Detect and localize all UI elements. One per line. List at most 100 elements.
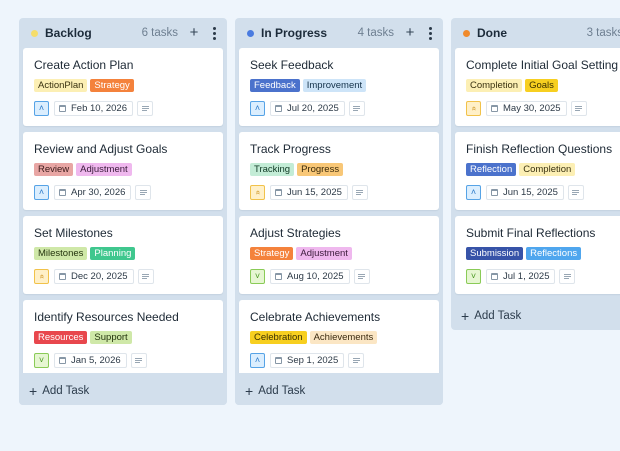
due-date-badge[interactable]: May 30, 2025 <box>486 101 567 116</box>
description-icon[interactable] <box>570 101 587 116</box>
column-title: In Progress <box>261 26 328 40</box>
column-footer <box>19 373 227 405</box>
tag-list: Strategy Adjustment <box>250 247 429 261</box>
card-list: Seek Feedback Feedback Improvement ˄ Jul 20,… <box>239 48 439 384</box>
description-icon[interactable] <box>567 185 584 200</box>
add-task-label: Add Task <box>258 385 306 397</box>
plus-icon: + <box>461 308 470 324</box>
task-card[interactable]: Seek Feedback Feedback Improvement ˄ Jul 20,… <box>239 48 439 126</box>
tag-badge: Feedback <box>250 79 300 92</box>
due-date-badge[interactable]: Jun 15, 2025 <box>486 185 564 200</box>
double-chevron-up-icon[interactable]: » <box>250 185 265 200</box>
tag-list: Resources Support <box>34 331 213 345</box>
add-task-label: Add Task <box>42 385 90 397</box>
task-meta: ˄ Apr 30, 2026 <box>34 185 213 200</box>
task-meta: ˅ Aug 10, 2025 <box>250 269 429 284</box>
due-date-text: May 30, 2025 <box>503 103 561 114</box>
tag-badge: Support <box>90 331 132 344</box>
description-icon[interactable] <box>137 101 153 116</box>
task-card[interactable]: Review and Adjust Goals Review Adjustment ˄… <box>23 132 223 210</box>
due-date-badge[interactable]: Apr 30, 2026 <box>54 185 132 200</box>
description-icon[interactable] <box>135 185 152 200</box>
calendar-icon <box>275 357 282 364</box>
card-list: Complete Initial Goal Setting Completion G… <box>455 48 620 300</box>
due-date-badge[interactable]: Feb 10, 2026 <box>54 101 133 116</box>
column-footer <box>235 373 443 405</box>
column-status-dot <box>463 29 470 37</box>
task-title: Track Progress <box>250 142 331 156</box>
column-menu-icon[interactable] <box>425 26 435 40</box>
task-meta: ˅ Jul 1, 2025 <box>466 269 620 284</box>
tag-badge: Celebration <box>250 331 307 344</box>
due-date-badge[interactable]: Dec 20, 2025 <box>54 269 134 284</box>
task-meta: ˄ Feb 10, 2026 <box>34 101 213 116</box>
tag-badge: Planning <box>90 247 136 260</box>
description-icon[interactable] <box>353 269 370 284</box>
column-status-dot <box>247 29 254 37</box>
tag-badge: Adjustment <box>296 247 352 260</box>
column-title: Done <box>477 26 507 40</box>
due-date-badge[interactable]: Jan 5, 2026 <box>54 353 127 368</box>
tag-badge: Improvement <box>302 79 367 92</box>
column-task-count: 3 tasks <box>586 27 620 39</box>
add-card-plus-icon[interactable]: + <box>189 24 199 41</box>
column-done: Done 3 tasks Complete Initial Goal Setti… <box>451 18 620 330</box>
chevron-up-icon[interactable]: ˄ <box>466 185 481 200</box>
description-icon[interactable] <box>351 185 368 200</box>
tag-badge: Goals <box>525 79 558 92</box>
chevron-up-icon[interactable]: ˄ <box>34 101 49 116</box>
task-card[interactable]: Track Progress Tracking Progress » Jun 15, 2… <box>239 132 439 210</box>
calendar-icon <box>275 105 282 112</box>
task-card[interactable]: Complete Initial Goal Setting Completion G… <box>455 48 620 126</box>
task-title: Adjust Strategies <box>250 226 341 240</box>
description-icon[interactable] <box>348 353 365 368</box>
tag-badge: Submission <box>466 247 524 260</box>
due-date-badge[interactable]: Aug 10, 2025 <box>270 269 350 284</box>
due-date-badge[interactable]: Jun 15, 2025 <box>270 185 348 200</box>
chevron-up-icon[interactable]: ˄ <box>250 353 265 368</box>
chevron-up-icon[interactable]: ˄ <box>250 101 265 116</box>
tag-badge: Strategy <box>90 79 134 92</box>
task-title: Set Milestones <box>34 226 113 240</box>
task-card[interactable]: Identify Resources Needed Resources Suppor… <box>23 300 223 378</box>
calendar-icon <box>491 105 498 112</box>
due-date-badge[interactable]: Jul 1, 2025 <box>486 269 556 284</box>
tag-badge: Completion <box>519 163 576 176</box>
add-card-plus-icon[interactable]: + <box>405 24 415 41</box>
card-list: Create Action Plan ActionPlan Strategy ˄ Feb… <box>23 48 223 384</box>
task-card[interactable]: Set Milestones Milestones Planning » Dec 20,… <box>23 216 223 294</box>
add-task-button[interactable]: + Add Task <box>29 377 89 405</box>
task-card[interactable]: Create Action Plan ActionPlan Strategy ˄ Feb… <box>23 48 223 126</box>
chevron-down-icon[interactable]: ˅ <box>34 353 49 368</box>
task-card[interactable]: Finish Reflection Questions Reflection Com… <box>455 132 620 210</box>
chevron-down-icon[interactable]: ˅ <box>250 269 265 284</box>
chevron-down-icon[interactable]: ˅ <box>466 269 481 284</box>
due-date-text: Jan 5, 2026 <box>71 355 121 366</box>
description-icon[interactable] <box>130 353 147 368</box>
task-card[interactable]: Adjust Strategies Strategy Adjustment ˅ Aug … <box>239 216 439 294</box>
description-icon[interactable] <box>559 269 576 284</box>
task-card[interactable]: Submit Final Reflections Submission Reflec… <box>455 216 620 294</box>
description-icon[interactable] <box>137 269 154 284</box>
tag-badge: Adjustment <box>76 163 132 176</box>
task-meta: » Jun 15, 2025 <box>250 185 429 200</box>
tag-list: Review Adjustment <box>34 163 213 177</box>
description-icon[interactable] <box>348 101 365 116</box>
task-card[interactable]: Celebrate Achievements Celebration Achieve… <box>239 300 439 378</box>
task-title: Complete Initial Goal Setting <box>466 58 619 72</box>
due-date-badge[interactable]: Sep 1, 2025 <box>270 353 345 368</box>
chevron-up-icon[interactable]: ˄ <box>34 185 49 200</box>
column-menu-icon[interactable] <box>209 26 219 40</box>
add-task-button[interactable]: + Add Task <box>461 302 521 330</box>
task-meta: ˄ Jun 15, 2025 <box>466 185 620 200</box>
due-date-text: Jun 15, 2025 <box>503 187 558 198</box>
double-chevron-up-icon[interactable]: » <box>34 269 49 284</box>
due-date-badge[interactable]: Jul 20, 2025 <box>270 101 345 116</box>
column-header: Done 3 tasks <box>451 18 620 48</box>
due-date-text: Dec 20, 2025 <box>71 271 128 282</box>
add-task-button[interactable]: + Add Task <box>245 377 305 405</box>
tag-list: Completion Goals <box>466 79 620 93</box>
tag-badge: Reflections <box>526 247 582 260</box>
double-chevron-up-icon[interactable]: » <box>466 101 481 116</box>
